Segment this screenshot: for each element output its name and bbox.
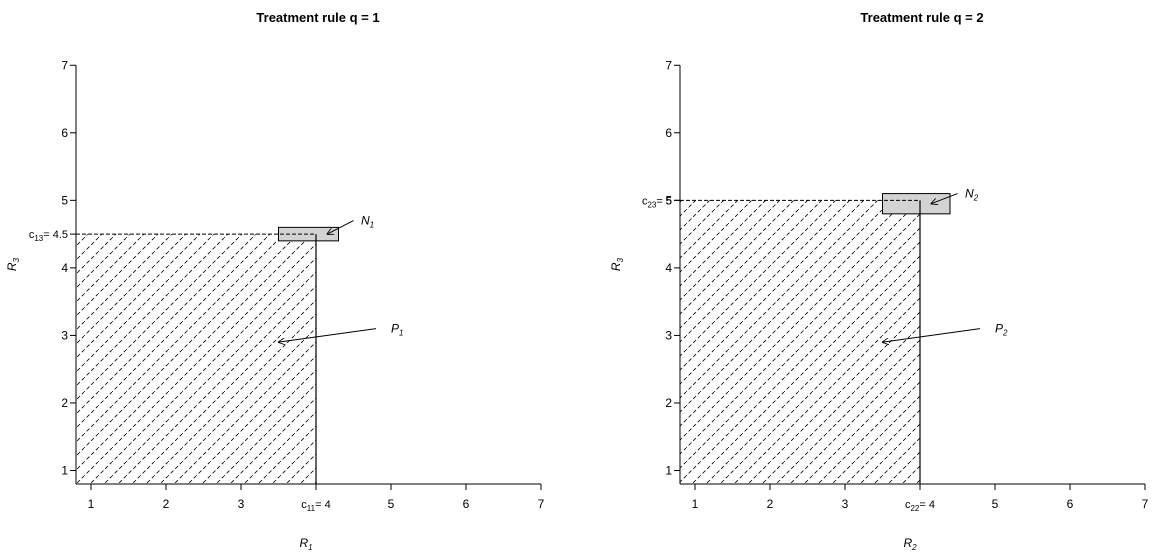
- y-tick-label: 2: [61, 396, 68, 410]
- panel-q2: Treatment rule q = 2 1 2 3 5 6 7 1 2 3 4 5 6 7 c22= 4…: [609, 10, 1149, 552]
- annotation-arrow: [883, 328, 981, 343]
- y-tick-label: 6: [61, 126, 68, 140]
- y-cut-label: c23= 5: [642, 195, 672, 209]
- x-tick-label: 3: [238, 497, 245, 511]
- x-tick-label: 2: [767, 497, 774, 511]
- x-tick-label: 7: [1142, 497, 1149, 511]
- y-tick-label: 1: [61, 463, 68, 477]
- hatched-region: [76, 234, 316, 484]
- y-tick-label: 7: [665, 58, 672, 72]
- x-axis-label: R1: [299, 536, 312, 552]
- y-tick-label: 3: [61, 328, 68, 342]
- x-tick-label: 7: [538, 497, 545, 511]
- shaded-box: [882, 193, 951, 215]
- annotation-label: N1: [361, 214, 374, 230]
- x-tick-label: 6: [1067, 497, 1074, 511]
- y-tick-label: 1: [665, 463, 672, 477]
- y-tick-label: 5: [61, 193, 68, 207]
- hatched-region: [680, 200, 920, 485]
- annotation-label: P2: [995, 322, 1008, 338]
- y-tick-label: 7: [61, 58, 68, 72]
- shaded-box: [278, 226, 339, 242]
- chart-title: Treatment rule q = 1: [256, 10, 379, 25]
- x-tick-label: 5: [388, 497, 395, 511]
- y-tick-label: 4: [61, 261, 68, 275]
- x-axis-label: R2: [903, 536, 917, 552]
- y-tick-label: 3: [665, 328, 672, 342]
- panel-q1: Treatment rule q = 1 1 2 3 5 6 7 1 2 3 4 5 6 7 c11= 4…: [5, 10, 545, 552]
- annotation-label: N2: [965, 187, 979, 203]
- y-tick-label: 2: [665, 396, 672, 410]
- x-cut-label: c11= 4: [301, 499, 330, 513]
- x-cut-label: c22= 4: [905, 499, 935, 513]
- annotation-arrow: [931, 193, 958, 204]
- annotation-arrow: [279, 328, 377, 343]
- x-tick-label: 3: [842, 497, 849, 511]
- chart-title: Treatment rule q = 2: [860, 10, 983, 25]
- plot-area: 1 2 3 5 6 7 1 2 3 4 5 6 7 c11= 4 c13= 4.5 R1 R3 N1 P1: [5, 58, 545, 552]
- x-tick-label: 1: [692, 497, 699, 511]
- y-tick-label: 6: [665, 126, 672, 140]
- annotation-label: P1: [391, 322, 403, 338]
- y-cut-label: c13= 4.5: [29, 229, 68, 243]
- plot-area: 1 2 3 5 6 7 1 2 3 4 5 6 7 c22= 4 c23= 5 R2 R3 N2 P2: [609, 58, 1149, 552]
- x-tick-label: 1: [88, 497, 95, 511]
- annotation-arrow: [327, 220, 354, 235]
- y-tick-label: 5: [665, 193, 672, 207]
- x-tick-label: 2: [163, 497, 170, 511]
- y-axis-label: R3: [5, 257, 21, 271]
- y-tick-label: 4: [665, 261, 672, 275]
- x-tick-label: 5: [992, 497, 999, 511]
- y-axis-label: R3: [609, 257, 625, 271]
- x-tick-label: 6: [463, 497, 470, 511]
